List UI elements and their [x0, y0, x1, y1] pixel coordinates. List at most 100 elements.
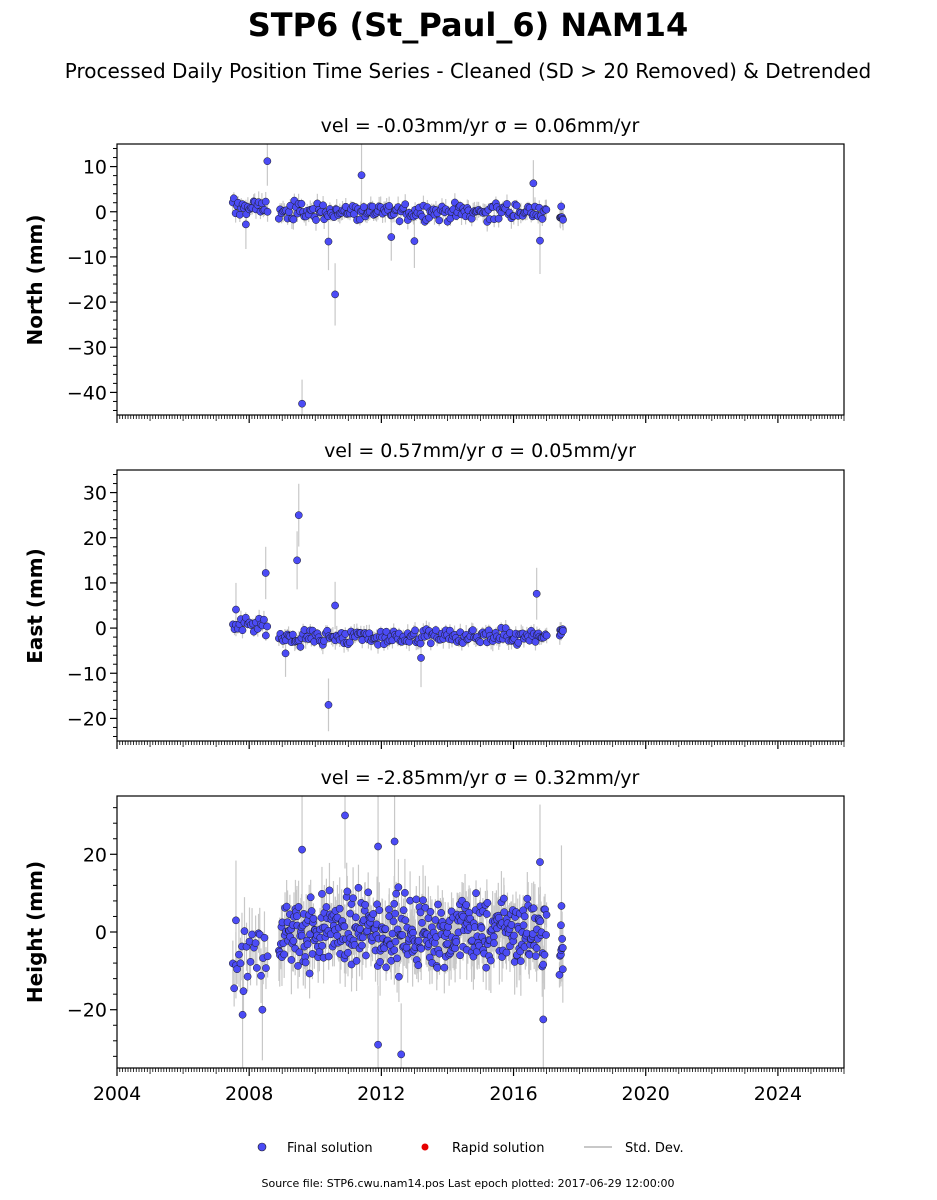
height-final-points [228, 811, 567, 1059]
final-solution-point [298, 845, 306, 854]
final-solution-point [417, 654, 425, 662]
final-solution-point [305, 969, 314, 978]
x-tick-label: 2004 [93, 1083, 141, 1105]
final-solution-point [559, 215, 567, 224]
final-solution-point [288, 630, 297, 639]
final-solution-point [536, 236, 544, 245]
figure-subtitle: Processed Daily Position Time Series - C… [65, 59, 871, 83]
final-solution-point [238, 1010, 247, 1019]
final-solution-point [419, 896, 427, 905]
final-solution-point [542, 631, 551, 640]
final-solution-point [293, 556, 301, 565]
final-solution-point [416, 908, 425, 917]
north-axes-frame [116, 143, 845, 416]
final-solution-point [369, 910, 378, 918]
final-solution-point [394, 883, 403, 892]
final-solution-point [341, 811, 349, 820]
final-solution-point [499, 894, 508, 903]
final-solution-point [230, 984, 239, 993]
final-solution-point [307, 907, 316, 915]
final-solution-point [391, 909, 400, 918]
y-tick-label: −20 [67, 292, 107, 314]
final-solution-point [532, 589, 541, 598]
final-solution-point [532, 944, 541, 953]
final-solution-point [252, 964, 261, 972]
final-solution-point [352, 957, 361, 965]
final-solution-point [293, 912, 301, 921]
final-solution-point [261, 631, 270, 640]
final-solution-point [258, 1005, 267, 1014]
legend-final-marker [257, 1142, 267, 1152]
final-solution-point [435, 216, 444, 225]
final-solution-point [285, 208, 293, 216]
final-solution-point [557, 202, 566, 211]
final-solution-point [340, 922, 349, 931]
final-solution-point [351, 913, 360, 922]
final-solution-point [557, 902, 566, 910]
final-solution-point [260, 933, 269, 942]
final-solution-point [401, 916, 410, 925]
final-solution-point [382, 963, 390, 972]
final-solution-point [501, 624, 510, 632]
final-solution-point [240, 927, 249, 935]
east-final-points [229, 511, 567, 709]
final-solution-point [263, 157, 272, 166]
final-solution-point [319, 201, 327, 210]
final-solution-point [542, 931, 550, 939]
final-solution-point [401, 888, 409, 897]
x-tick-label: 2012 [357, 1083, 405, 1105]
y-tick-label: −30 [67, 337, 107, 359]
final-solution-point [514, 638, 523, 647]
final-solution-point [426, 639, 435, 648]
final-solution-point [538, 215, 547, 223]
legend-rapid-marker [421, 1143, 429, 1151]
final-solution-point [376, 958, 384, 966]
final-solution-point [263, 952, 272, 961]
final-solution-point [424, 914, 433, 923]
final-solution-point [324, 237, 333, 246]
final-solution-point [523, 894, 532, 903]
final-solution-point [325, 886, 334, 895]
final-solution-point [529, 904, 538, 913]
final-solution-point [235, 950, 243, 959]
height-panel: vel = -2.85mm/yr σ = 0.32mm/yr Height (m… [23, 767, 845, 1105]
final-solution-point [414, 961, 423, 970]
final-solution-point [251, 939, 260, 947]
final-solution-point [558, 943, 567, 952]
final-solution-point [397, 1050, 406, 1059]
final-solution-point [281, 649, 290, 658]
final-solution-point [398, 931, 407, 939]
final-solution-point [282, 902, 291, 911]
final-solution-point [417, 944, 426, 953]
final-solution-point [555, 970, 564, 979]
final-solution-point [280, 950, 289, 959]
final-solution-point [238, 626, 247, 635]
y-tick-label: 20 [83, 528, 107, 550]
final-solution-point [297, 199, 306, 208]
final-solution-point [512, 201, 521, 210]
y-tick-label: 10 [83, 157, 107, 179]
final-solution-point [540, 950, 549, 959]
final-solution-point [510, 931, 518, 940]
final-solution-point [559, 627, 567, 635]
final-solution-point [303, 940, 312, 949]
final-solution-point [322, 903, 331, 911]
final-solution-point [416, 639, 425, 648]
north-final-points [228, 157, 567, 408]
final-solution-point [490, 939, 498, 948]
final-solution-point [500, 908, 509, 917]
final-solution-point [519, 921, 528, 930]
final-solution-point [402, 943, 411, 952]
final-solution-point [462, 901, 471, 909]
final-solution-point [361, 900, 370, 909]
final-solution-point [297, 931, 306, 940]
final-solution-point [421, 903, 430, 912]
final-solution-point [476, 638, 485, 647]
x-tick-label: 2008 [225, 1083, 273, 1105]
final-solution-point [390, 899, 399, 908]
final-solution-point [502, 948, 511, 957]
final-solution-point [318, 890, 326, 898]
final-solution-point [393, 954, 401, 963]
final-solution-point [295, 948, 304, 957]
